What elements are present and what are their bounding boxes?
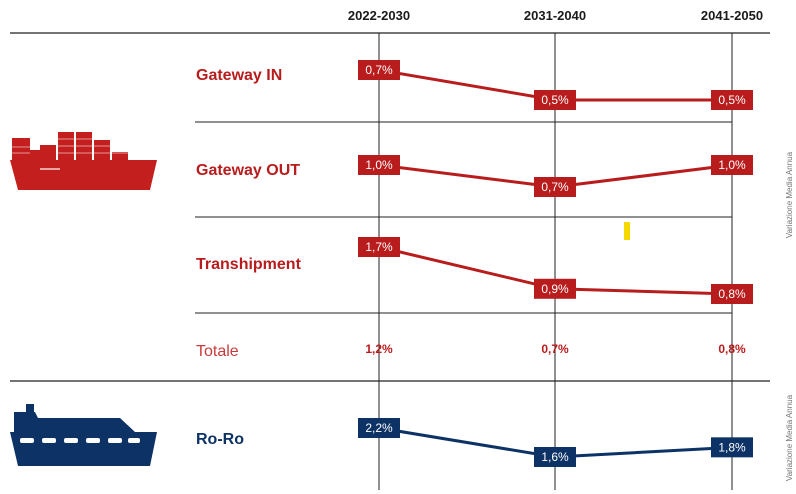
data-label: 0,9% bbox=[541, 282, 569, 296]
side-label-top: Variazione Media Annua bbox=[785, 151, 794, 238]
data-point-box bbox=[534, 447, 576, 467]
data-point-box bbox=[534, 177, 576, 197]
data-label: 2,2% bbox=[365, 421, 393, 435]
data-point-box bbox=[711, 284, 753, 304]
column-header-2: 2031-2040 bbox=[524, 8, 586, 23]
data-label: 1,6% bbox=[541, 450, 569, 464]
data-label: 1,7% bbox=[365, 240, 393, 254]
data-point-box bbox=[534, 278, 576, 299]
total-value-3: 0,8% bbox=[718, 342, 746, 356]
data-point-box bbox=[534, 90, 576, 110]
data-point-box bbox=[358, 418, 400, 438]
data-label: 1,8% bbox=[718, 440, 746, 454]
data-label: 0,8% bbox=[718, 287, 746, 301]
chart-marks: 0,7% 0,5% 0,5% 1,0% 0,7% 1,0% 1,7% 0,9% 0,8% 2,2%… bbox=[358, 60, 753, 467]
yellow-marker bbox=[624, 222, 630, 240]
data-point-box bbox=[358, 60, 400, 80]
column-header-3: 2041-2050 bbox=[701, 8, 763, 23]
roro-ship-icon bbox=[10, 404, 157, 466]
container-ship-icon bbox=[10, 132, 157, 190]
data-label: 1,0% bbox=[365, 158, 393, 172]
totals-label: Totale bbox=[196, 343, 239, 360]
row-label-ro-ro: Ro-Ro bbox=[196, 431, 244, 448]
data-label: 0,7% bbox=[365, 63, 393, 77]
total-value-1: 1,2% bbox=[365, 342, 393, 356]
column-header-1: 2022-2030 bbox=[348, 8, 410, 23]
data-label: 1,0% bbox=[718, 158, 746, 172]
data-point-box bbox=[711, 437, 753, 458]
row-label-gateway-in: Gateway IN bbox=[196, 67, 282, 84]
data-point-box bbox=[711, 155, 753, 175]
data-label: 0,7% bbox=[541, 180, 569, 194]
side-label-bottom: Variazione Media Annua bbox=[785, 394, 794, 481]
data-label: 0,5% bbox=[718, 93, 746, 107]
data-point-box bbox=[711, 90, 753, 110]
row-label-transhipment: Transhipment bbox=[196, 256, 302, 273]
data-label: 0,5% bbox=[541, 93, 569, 107]
data-point-box bbox=[358, 237, 400, 257]
data-point-box bbox=[358, 155, 400, 175]
total-value-2: 0,7% bbox=[541, 342, 569, 356]
row-label-gateway-out: Gateway OUT bbox=[196, 162, 300, 179]
